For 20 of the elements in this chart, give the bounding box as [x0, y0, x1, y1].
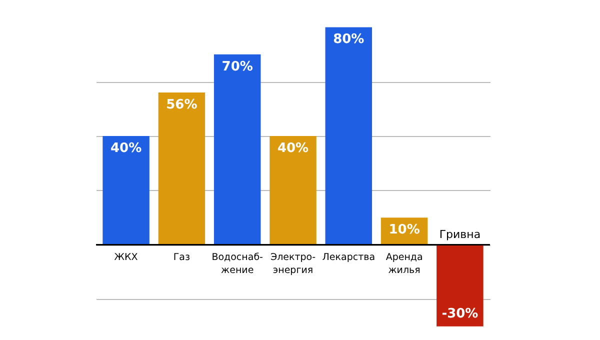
bar — [436, 244, 484, 326]
data-label: 10% — [388, 222, 420, 238]
data-label: 40% — [277, 141, 309, 156]
bar — [325, 27, 372, 245]
data-label: 56% — [166, 97, 198, 112]
bar — [158, 92, 206, 245]
x-tick-label: Водоснаб- жение — [212, 252, 263, 276]
data-label: -30% — [442, 306, 478, 322]
bar — [270, 136, 316, 245]
x-tick-label: Аренда жилья — [386, 252, 423, 276]
data-label: 70% — [222, 59, 253, 74]
x-tick-label: Электро- энергия — [270, 252, 316, 276]
x-tick-label: Лекарства — [322, 252, 376, 263]
x-tick-label: Газ — [173, 252, 190, 263]
x-tick-label: Гривна — [439, 228, 481, 241]
bar — [102, 136, 150, 245]
data-label: 80% — [333, 32, 364, 48]
x-tick-label: ЖКХ — [114, 252, 138, 263]
bar — [214, 54, 261, 245]
data-label: 40% — [110, 141, 142, 156]
